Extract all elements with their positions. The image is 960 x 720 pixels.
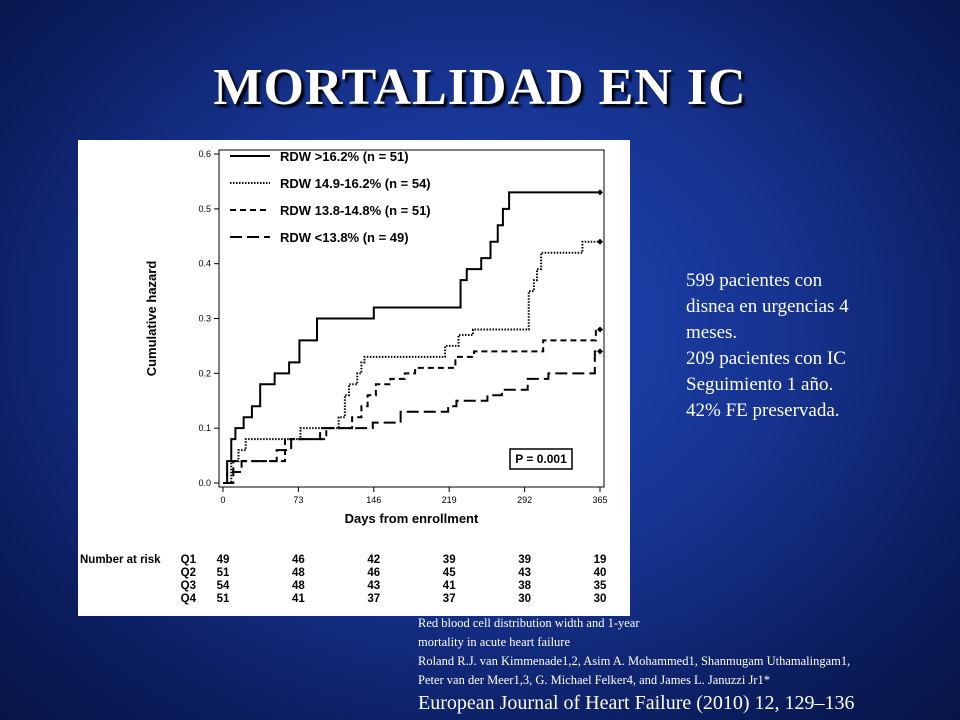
risk-cell: 41 — [292, 593, 305, 605]
series-end-marker — [597, 326, 603, 333]
slide-title: MORTALIDAD EN IC — [213, 59, 747, 116]
plot-frame — [218, 149, 605, 488]
x-tick-label: 219 — [442, 495, 457, 505]
risk-row-label: Q1 — [181, 554, 197, 566]
study-notes: 599 pacientes con disnea en urgencias 4 … — [686, 268, 946, 424]
series-line-4 — [223, 350, 600, 484]
risk-cell: 41 — [443, 580, 456, 592]
y-tick-label: 0.5 — [198, 204, 211, 214]
risk-cell: 51 — [217, 593, 230, 605]
risk-cell: 46 — [367, 567, 380, 579]
risk-row-label: Q2 — [181, 567, 196, 579]
risk-cell: 37 — [367, 593, 380, 605]
cumulative-hazard-chart: 0.0 0.1 0.2 0.3 0.4 0.5 0.6 0 73 146 219 292 365 Cumu… — [80, 149, 608, 605]
y-tick-label: 0.3 — [198, 314, 211, 324]
legend-label: RDW 14.9-16.2% (n = 54) — [280, 176, 431, 191]
x-tick-label: 0 — [220, 495, 225, 505]
reference-line: Peter van der Meer1,3, G. Michael Felker… — [418, 673, 770, 687]
risk-cell: 42 — [367, 554, 380, 566]
risk-cell: 46 — [292, 554, 305, 566]
risk-cell: 43 — [518, 567, 531, 579]
reference-line: Roland R.J. van Kimmenade1,2, Asim A. Mo… — [418, 654, 851, 668]
km-figure: 0.0 0.1 0.2 0.3 0.4 0.5 0.6 0 73 146 219 292 365 Cumu… — [78, 140, 630, 616]
risk-row-label: Q3 — [181, 580, 196, 592]
x-tick-label: 365 — [592, 495, 607, 505]
x-tick-label: 73 — [293, 495, 303, 505]
risk-table-header: Number at risk — [80, 554, 161, 566]
note-line: 209 pacientes con IC — [686, 348, 846, 369]
y-tick-label: 0.4 — [198, 259, 211, 269]
note-line: Seguimiento 1 año. — [686, 374, 834, 395]
reference-line: Red blood cell distribution width and 1-… — [418, 616, 640, 630]
risk-cell: 48 — [292, 580, 305, 592]
series-line-3 — [223, 328, 600, 484]
y-tick-label: 0.1 — [198, 423, 211, 433]
risk-cell: 48 — [292, 567, 305, 579]
p-value-label: P = 0.001 — [515, 452, 567, 466]
x-tick-label: 292 — [517, 495, 532, 505]
legend-label: RDW >16.2% (n = 51) — [280, 149, 409, 164]
series-end-marker — [597, 189, 603, 196]
risk-cell: 45 — [443, 567, 456, 579]
reference-citation: Red blood cell distribution width and 1-… — [418, 614, 958, 690]
risk-cell: 38 — [518, 580, 531, 592]
risk-cell: 51 — [217, 567, 230, 579]
x-tick-label: 146 — [366, 495, 381, 505]
series-end-marker — [597, 238, 603, 245]
risk-row-label: Q4 — [181, 593, 197, 605]
p-value-box — [509, 448, 573, 470]
x-axis-label: Days from enrollment — [345, 511, 479, 526]
note-line: disnea en urgencias 4 — [686, 296, 849, 317]
series-line-2 — [223, 240, 600, 484]
legend-label: RDW <13.8% (n = 49) — [280, 230, 409, 245]
note-line: 42% FE preservada. — [686, 400, 840, 421]
y-axis-label: Cumulative hazard — [144, 261, 159, 377]
note-line: 599 pacientes con — [686, 270, 823, 291]
risk-cell: 39 — [518, 554, 531, 566]
risk-cell: 54 — [217, 580, 230, 592]
risk-cell: 43 — [367, 580, 380, 592]
journal-reference: European Journal of Heart Failure (2010)… — [418, 692, 855, 714]
risk-cell: 19 — [594, 554, 607, 566]
risk-cell: 37 — [443, 593, 456, 605]
risk-cell: 40 — [594, 567, 607, 579]
y-tick-label: 0.6 — [198, 149, 211, 159]
series-line-1 — [223, 191, 600, 484]
risk-cell: 49 — [217, 554, 230, 566]
legend-label: RDW 13.8-14.8% (n = 51) — [280, 203, 431, 218]
y-tick-label: 0.2 — [198, 368, 211, 378]
y-tick-label: 0.0 — [198, 478, 211, 488]
risk-cell: 30 — [518, 593, 531, 605]
note-line: meses. — [686, 322, 738, 343]
reference-line: mortality in acute heart failure — [418, 635, 571, 649]
risk-cell: 35 — [594, 580, 607, 592]
risk-cell: 30 — [594, 593, 607, 605]
series-end-marker — [597, 348, 603, 355]
risk-cell: 39 — [443, 554, 456, 566]
